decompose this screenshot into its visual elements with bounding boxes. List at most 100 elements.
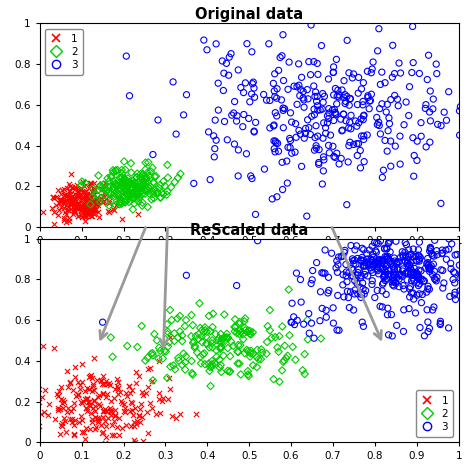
Point [91, 407, 98, 415]
Point [319, 270, 327, 277]
Point [70, 195, 78, 203]
Point [99, 413, 107, 421]
Point [288, 149, 295, 157]
Point [426, 87, 434, 95]
Point [114, 183, 121, 190]
Point [85, 192, 93, 200]
Point [381, 245, 388, 253]
Point [80, 201, 88, 209]
Point [98, 380, 105, 388]
Point [322, 314, 330, 321]
Point [225, 72, 232, 79]
Point [72, 416, 79, 424]
Point [169, 362, 177, 369]
Point [395, 102, 402, 110]
Point [380, 272, 388, 279]
Point [100, 198, 107, 205]
Point [209, 336, 216, 344]
Point [181, 322, 189, 330]
Point [319, 105, 326, 113]
Point [87, 212, 95, 219]
Point [466, 282, 468, 289]
Point [279, 31, 287, 38]
Point [273, 193, 281, 200]
Point [383, 245, 391, 252]
Point [112, 180, 120, 187]
Point [405, 263, 412, 270]
Point [135, 411, 143, 419]
Point [230, 110, 237, 117]
Point [87, 210, 95, 217]
Point [412, 309, 419, 317]
Point [322, 124, 329, 132]
Point [243, 346, 250, 354]
Point [85, 398, 92, 405]
Point [39, 208, 47, 215]
Point [337, 155, 345, 162]
Point [95, 213, 102, 220]
Point [266, 124, 274, 132]
Point [137, 182, 145, 189]
Point [76, 190, 83, 198]
Point [448, 231, 455, 238]
Point [160, 178, 167, 185]
Point [124, 179, 131, 186]
Point [350, 260, 358, 267]
Point [83, 385, 91, 392]
Point [112, 406, 119, 414]
Point [257, 356, 264, 363]
Point [117, 185, 125, 192]
Point [211, 359, 218, 367]
Point [367, 256, 375, 263]
Point [384, 127, 392, 134]
Point [333, 326, 341, 334]
Point [156, 194, 164, 201]
Point [137, 184, 145, 191]
Point [60, 217, 67, 224]
Point [79, 360, 86, 367]
Point [124, 393, 131, 400]
Point [345, 124, 352, 132]
Point [429, 252, 436, 259]
Point [429, 306, 436, 314]
Point [84, 205, 91, 213]
Point [331, 154, 339, 161]
Point [121, 192, 129, 199]
Point [96, 198, 104, 206]
Point [406, 83, 413, 90]
Point [369, 260, 376, 268]
Point [409, 23, 417, 30]
Point [101, 418, 109, 425]
Point [123, 421, 130, 429]
Point [314, 132, 322, 140]
Point [52, 201, 60, 209]
Point [99, 390, 107, 397]
Point [385, 114, 393, 122]
Point [78, 379, 86, 386]
Point [58, 190, 65, 197]
Point [237, 342, 244, 349]
Point [410, 245, 417, 253]
Point [73, 182, 80, 189]
Point [174, 334, 182, 341]
Point [437, 321, 444, 328]
Point [384, 253, 391, 260]
Point [394, 274, 401, 281]
Point [443, 256, 450, 263]
Point [315, 161, 322, 168]
Point [121, 404, 129, 411]
Point [298, 73, 305, 81]
Point [404, 268, 412, 275]
Point [439, 267, 446, 274]
Point [79, 188, 87, 196]
Point [266, 307, 274, 314]
Point [368, 90, 375, 98]
Point [111, 411, 119, 418]
Point [180, 111, 187, 119]
Point [139, 391, 147, 399]
Point [399, 265, 407, 273]
Point [402, 258, 409, 265]
Point [205, 344, 213, 351]
Point [74, 192, 82, 199]
Point [126, 190, 133, 197]
